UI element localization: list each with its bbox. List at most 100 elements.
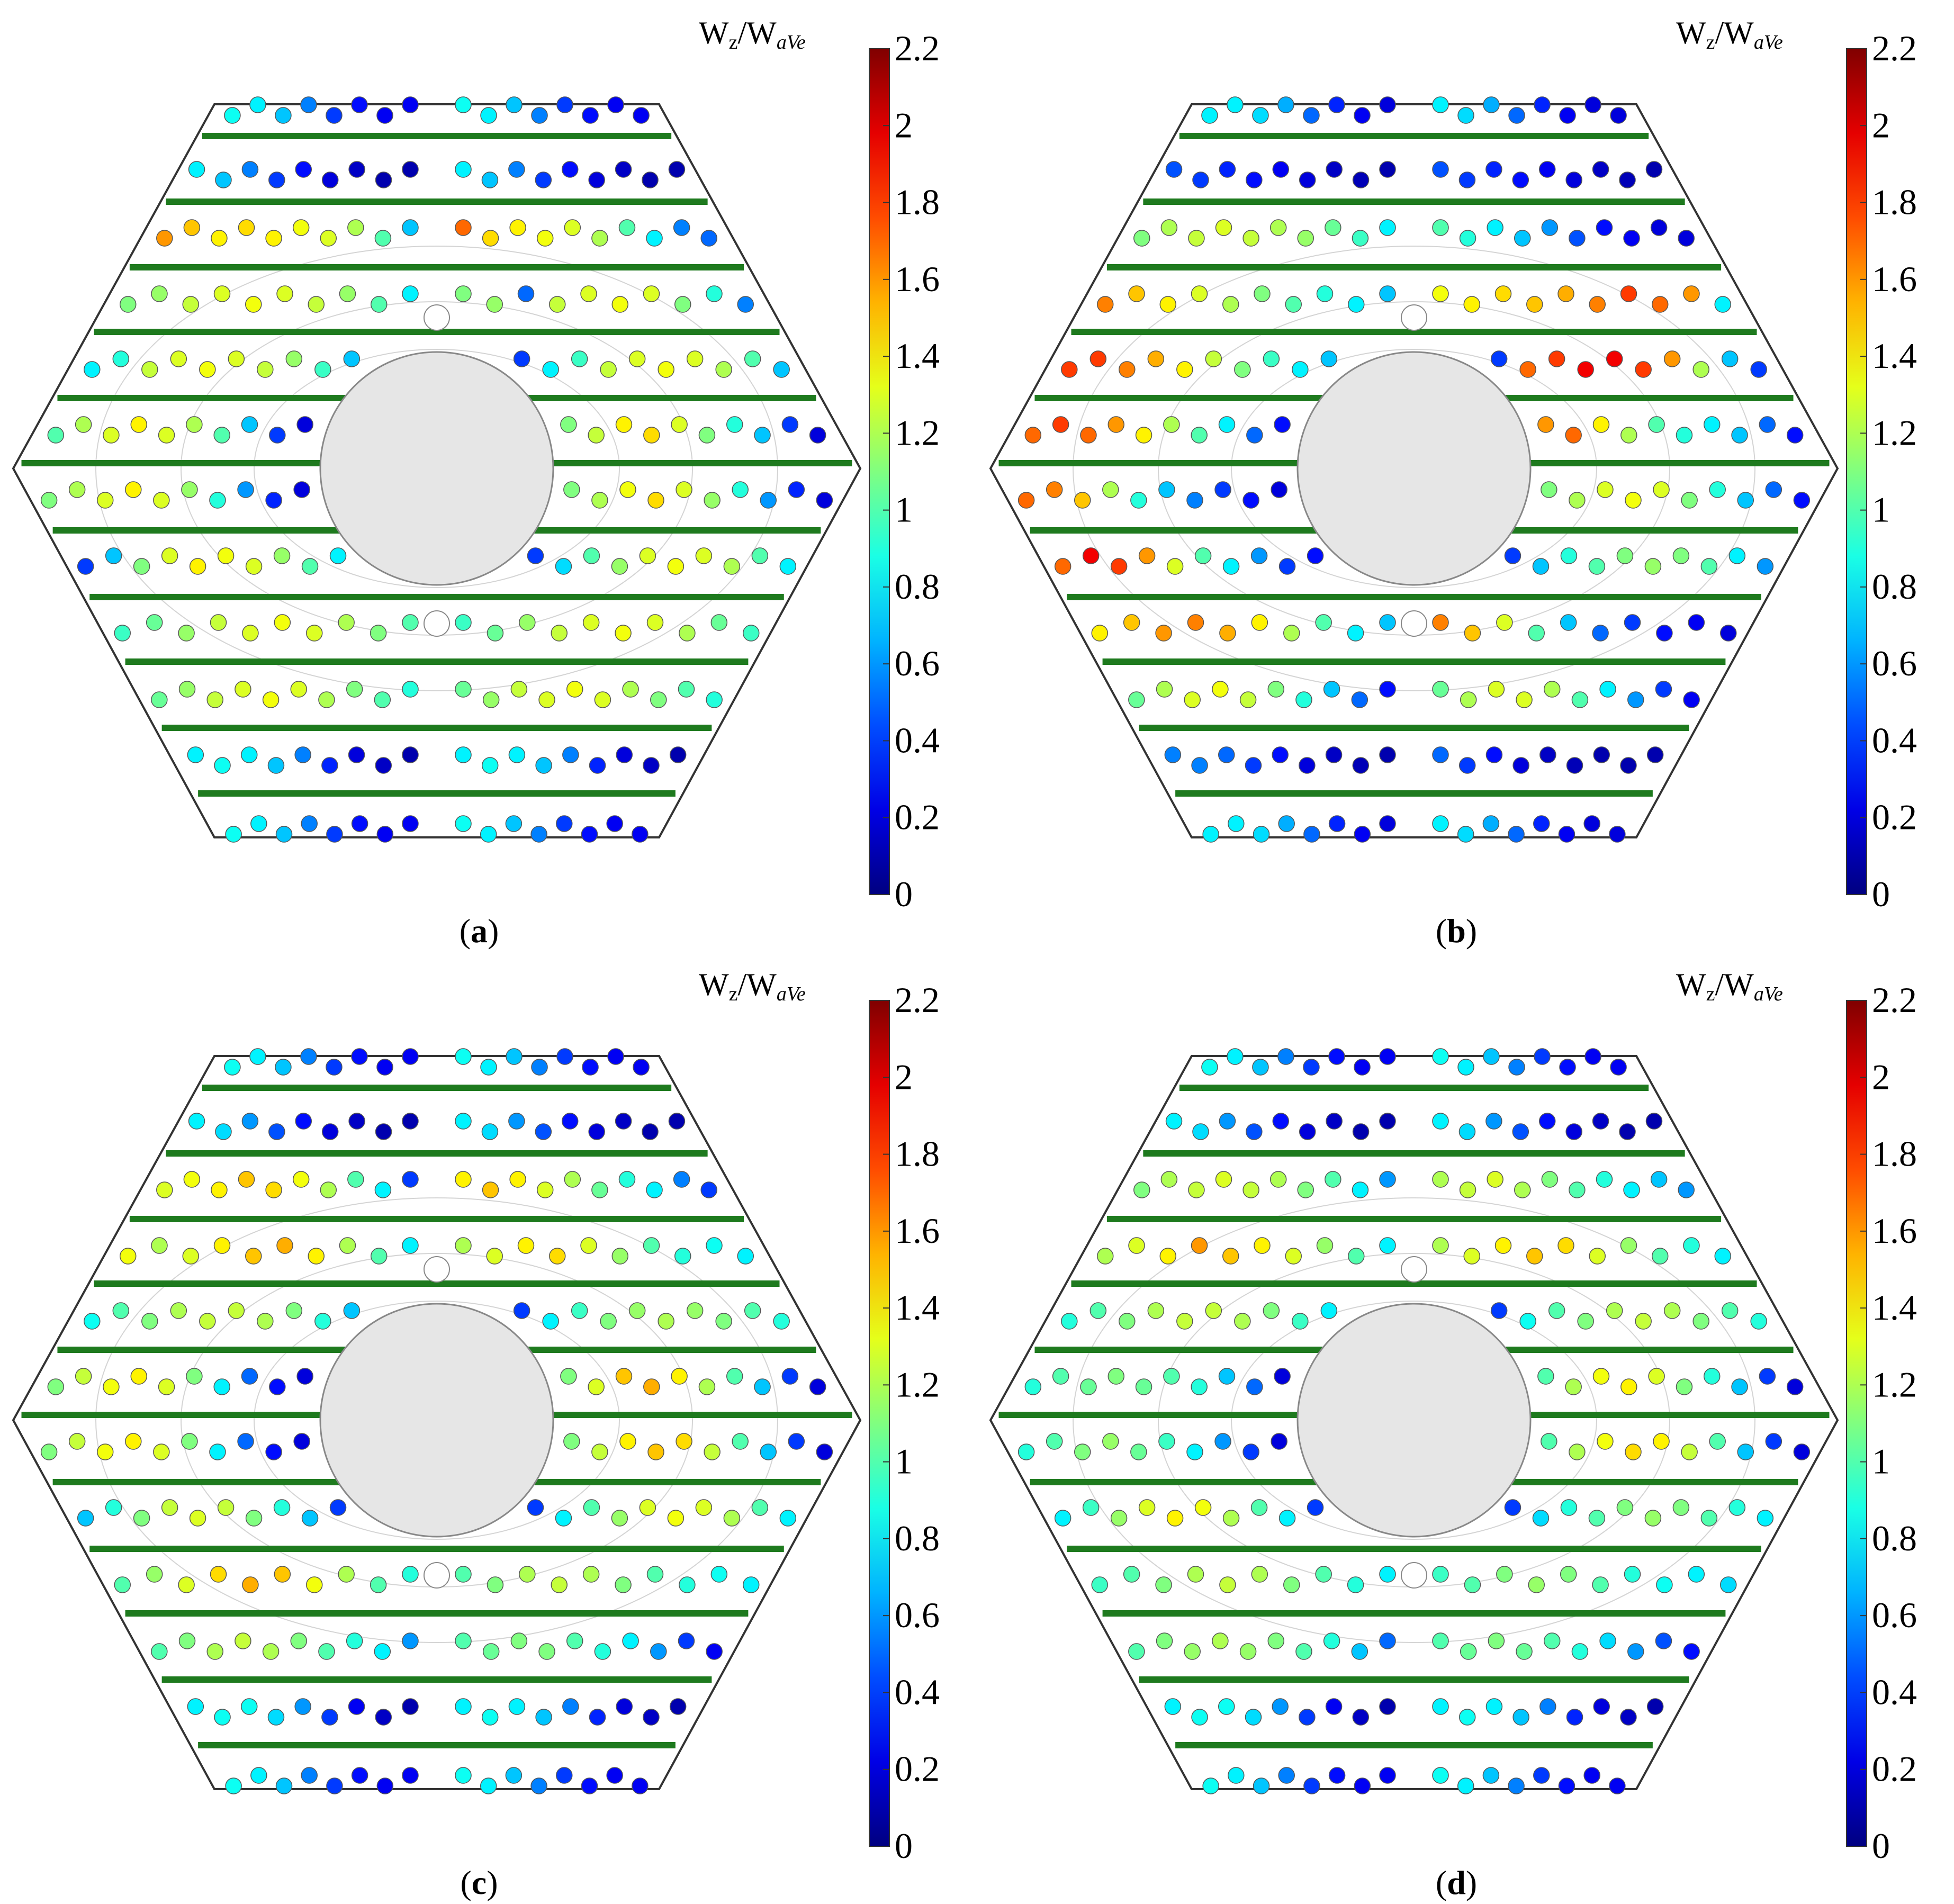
rod-1	[1620, 1709, 1637, 1726]
rod--1	[235, 681, 251, 698]
rod-1	[591, 230, 608, 247]
rod--1	[1263, 1302, 1280, 1319]
rod--1	[119, 296, 137, 313]
rod--1	[1119, 361, 1136, 378]
rod--1	[376, 826, 394, 843]
rod--1	[1202, 826, 1219, 843]
rod-1	[561, 161, 579, 178]
rod-1	[1645, 161, 1663, 178]
rod-1	[588, 427, 605, 444]
spacer-strip	[1175, 1742, 1653, 1748]
rod-1	[1457, 1777, 1474, 1794]
rod--1	[1215, 219, 1232, 236]
background-ring	[254, 349, 620, 588]
rod-1	[1610, 107, 1627, 124]
rod-1	[1672, 1499, 1690, 1516]
rod-1	[1672, 547, 1690, 564]
rod-1	[517, 1237, 535, 1254]
rod-1	[619, 481, 636, 498]
rod-1	[695, 547, 713, 564]
rod-1	[591, 1181, 608, 1198]
rod--1	[188, 1113, 205, 1130]
rod-1	[582, 107, 599, 124]
rod-1	[1460, 1643, 1477, 1660]
rod-1	[535, 757, 552, 774]
rod--1	[1316, 1237, 1334, 1254]
rod--1	[1159, 1248, 1176, 1265]
rod--1	[153, 492, 170, 509]
rod--1	[262, 1643, 280, 1660]
spacer-strip	[89, 1546, 784, 1552]
rod--1	[77, 558, 94, 575]
rod-1	[1663, 1302, 1681, 1319]
rod--1	[1218, 746, 1235, 763]
rod-1	[779, 558, 797, 575]
colorbar	[869, 48, 890, 895]
rod-1	[607, 1048, 624, 1065]
rod--1	[114, 625, 131, 642]
rod-1	[1519, 1313, 1536, 1330]
rod--1	[1269, 219, 1287, 236]
colorbar-title-sep: /W	[738, 15, 777, 50]
rod-1	[1678, 230, 1695, 247]
rod--1	[314, 361, 331, 378]
rod--1	[1354, 826, 1371, 843]
rod--1	[206, 691, 223, 708]
rod--1	[1379, 1048, 1396, 1065]
colorbar-tick-label: 2.2	[895, 28, 940, 68]
rod--1	[1347, 625, 1364, 642]
rod--1	[224, 107, 241, 124]
rod--1	[320, 230, 337, 247]
rod--1	[1325, 219, 1341, 236]
rod-1	[606, 1767, 623, 1784]
colorbar-title-sub: z	[1706, 31, 1715, 53]
rod--1	[1128, 691, 1145, 708]
rod-1	[695, 1499, 713, 1516]
rod--1	[209, 1443, 226, 1460]
rod-1	[1514, 1181, 1531, 1198]
panel-caption: (c)	[460, 1864, 498, 1901]
rod--1	[1186, 492, 1203, 509]
guide-hole	[424, 610, 450, 637]
colorbar-tick-label: 1.2	[1872, 412, 1917, 453]
rod-1	[1623, 1181, 1640, 1198]
rod-1	[1458, 757, 1476, 774]
spacer-strip	[1106, 1216, 1722, 1222]
rod-1	[686, 350, 704, 367]
rod--1	[1379, 1237, 1396, 1254]
rod--1	[1052, 1368, 1069, 1385]
rod--1	[215, 172, 232, 188]
rod-1	[1644, 1510, 1662, 1527]
rod--1	[112, 1302, 130, 1319]
rod-1	[809, 427, 826, 444]
rod--1	[293, 481, 310, 498]
rod-1	[676, 1433, 692, 1450]
background-ring	[95, 1197, 778, 1643]
rod--1	[1239, 1643, 1257, 1660]
rod--1	[285, 350, 303, 367]
rod--1	[213, 427, 230, 444]
rod-1	[642, 1123, 659, 1140]
rod--1	[1227, 96, 1244, 113]
colorbar-tick-label: 0.2	[1872, 1749, 1917, 1789]
rod-1	[704, 1443, 721, 1460]
rod--1	[1192, 172, 1209, 188]
rod-1	[1703, 1368, 1721, 1385]
guide-hole	[1401, 1562, 1427, 1589]
rod-1	[639, 547, 656, 564]
rod-1	[1494, 1237, 1512, 1254]
rod--1	[1352, 230, 1369, 247]
rod--1	[326, 826, 343, 843]
rod--1	[329, 1499, 347, 1516]
rod--1	[213, 285, 231, 302]
rod-1	[509, 219, 526, 236]
rod--1	[240, 1698, 258, 1715]
rod--1	[1354, 1777, 1371, 1794]
rod--1	[77, 1510, 94, 1527]
rod--1	[351, 1767, 368, 1784]
rod--1	[1320, 350, 1338, 367]
rod--1	[290, 681, 308, 698]
rod--1	[296, 1368, 313, 1385]
rod-1	[1609, 1777, 1626, 1794]
rod-1	[555, 558, 572, 575]
